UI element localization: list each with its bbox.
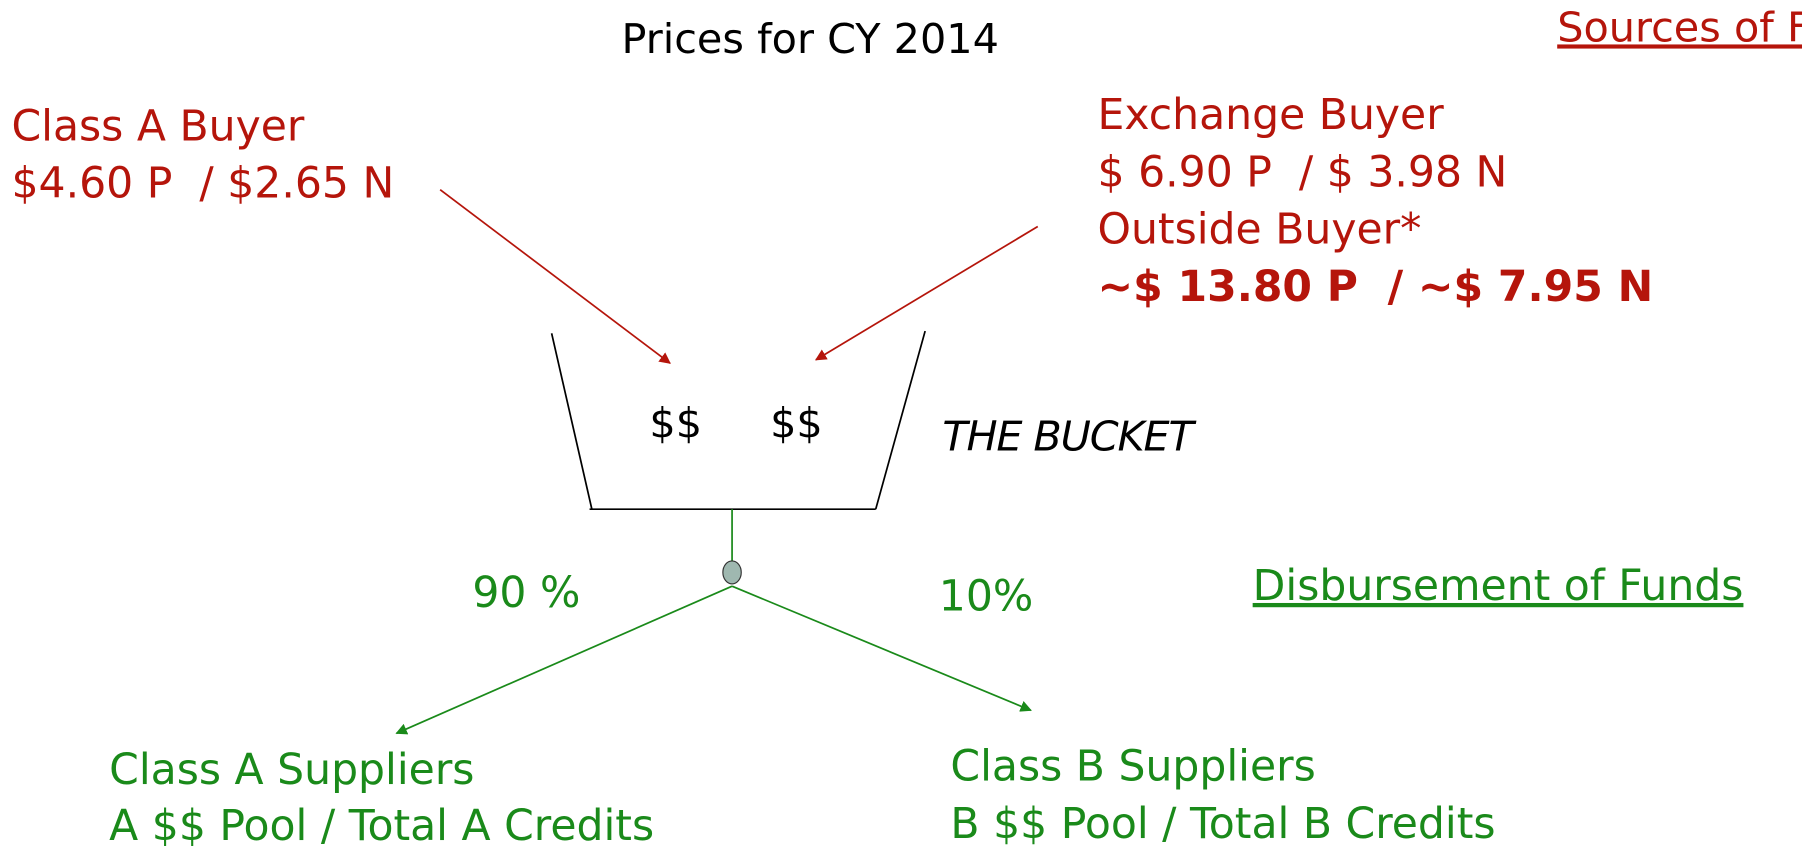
bucket-label: THE BUCKET — [942, 413, 1196, 461]
title: Prices for CY 2014 — [621, 15, 998, 63]
bucket-money: $$ — [649, 399, 702, 447]
class-a-formula: A $$ Pool / Total A Credits — [109, 802, 654, 846]
source-arrows — [439, 189, 1039, 364]
share-b: 10% — [939, 572, 1033, 621]
bucket-shape — [550, 330, 926, 511]
class-a-buyer: Class A Buyer — [11, 102, 304, 151]
junction — [722, 560, 742, 585]
class-a-price: $4.60 P / $2.65 N — [11, 160, 394, 209]
bucket-money: $$ — [770, 399, 823, 447]
outside-price: ~$ 13.80 P / ~$ 7.95 N — [1098, 263, 1654, 312]
outside-buyer: Outside Buyer* — [1098, 206, 1422, 255]
share-a: 90 % — [472, 569, 580, 618]
disbursement-arrows — [395, 585, 1032, 735]
class-a-suppliers: Class A Suppliers — [109, 746, 474, 795]
exchange-price: $ 6.90 P / $ 3.98 N — [1098, 148, 1508, 197]
exchange-buyer: Exchange Buyer — [1098, 91, 1445, 140]
disbursement-heading: Disbursement of Funds — [1253, 562, 1744, 611]
class-b-formula: B $$ Pool / Total B Credits — [950, 800, 1495, 846]
class-b-suppliers: Class B Suppliers — [950, 742, 1315, 791]
sources-heading: Sources of Funds — [1557, 3, 1802, 51]
